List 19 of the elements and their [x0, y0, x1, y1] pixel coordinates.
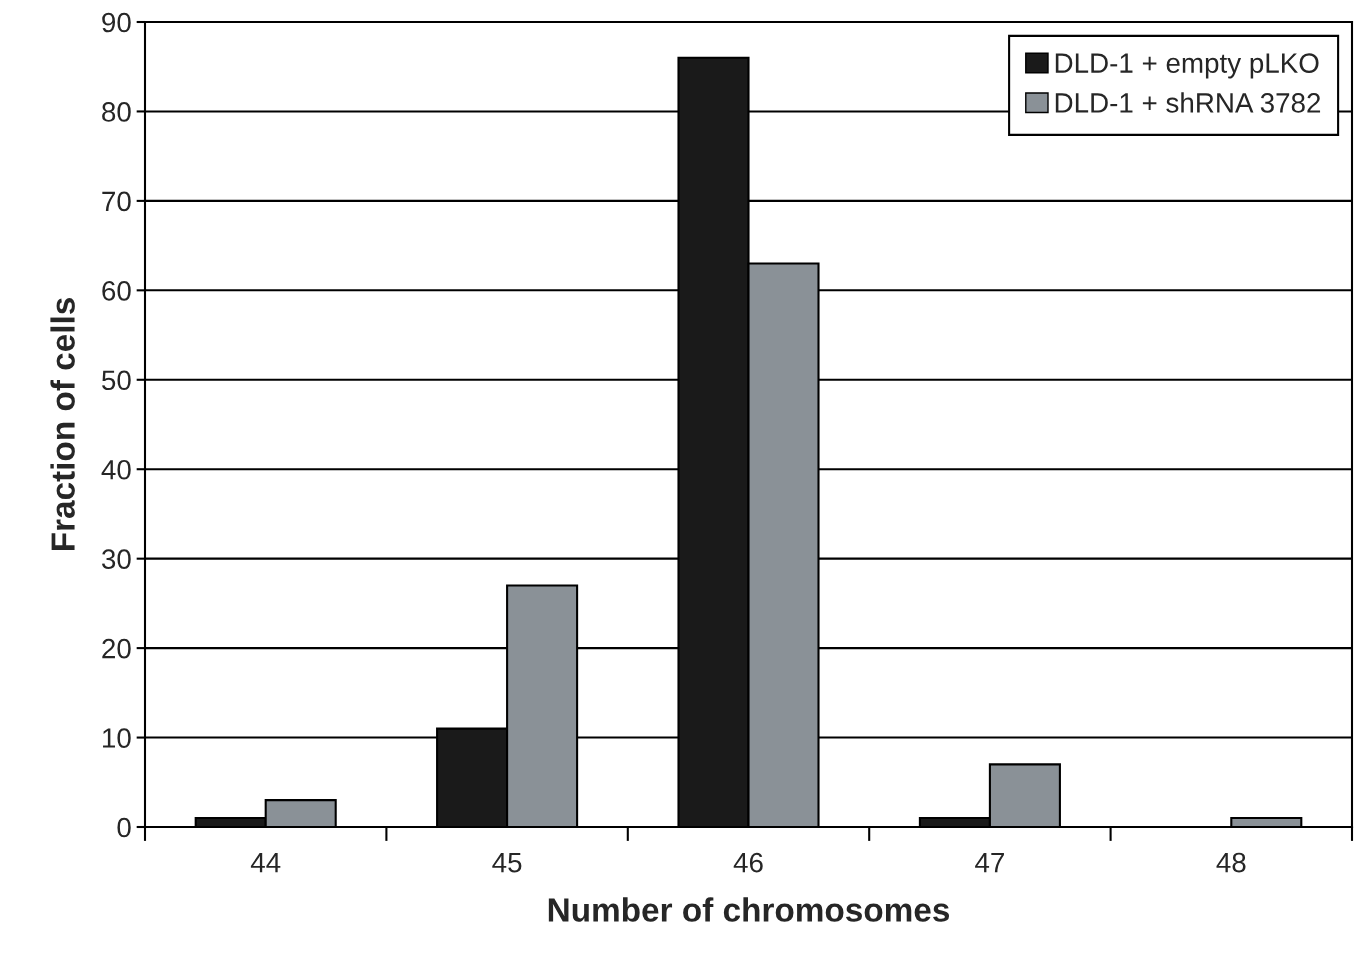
y-tick-label: 10: [103, 728, 131, 748]
y-tick-label: 40: [101, 459, 131, 480]
y-tick-label: 90: [102, 12, 131, 33]
x-tick-label: 48: [1216, 852, 1246, 873]
x-tick-label: 44: [250, 853, 281, 873]
y-axis-title: Fraction of cells: [50, 298, 75, 551]
y-tick-label: 20: [102, 638, 131, 659]
x-tick-label: 47: [975, 853, 1004, 873]
y-tick-label: 50: [102, 370, 131, 391]
y-tick-label: 80: [102, 102, 131, 122]
x-tick-label: 45: [492, 853, 522, 873]
x-axis-title: Number of chromosomes: [548, 897, 950, 922]
x-tick-label: 46: [733, 852, 763, 873]
y-tick-label: 60: [102, 281, 131, 301]
legend-label: DLD-1 + empty pLKO: [1055, 53, 1319, 79]
legend-label: DLD-1 + shRNA 3782: [1055, 92, 1321, 113]
y-tick-label: 70: [102, 191, 131, 212]
y-tick-label: 30: [101, 549, 131, 570]
y-tick-label: 0: [117, 817, 131, 838]
